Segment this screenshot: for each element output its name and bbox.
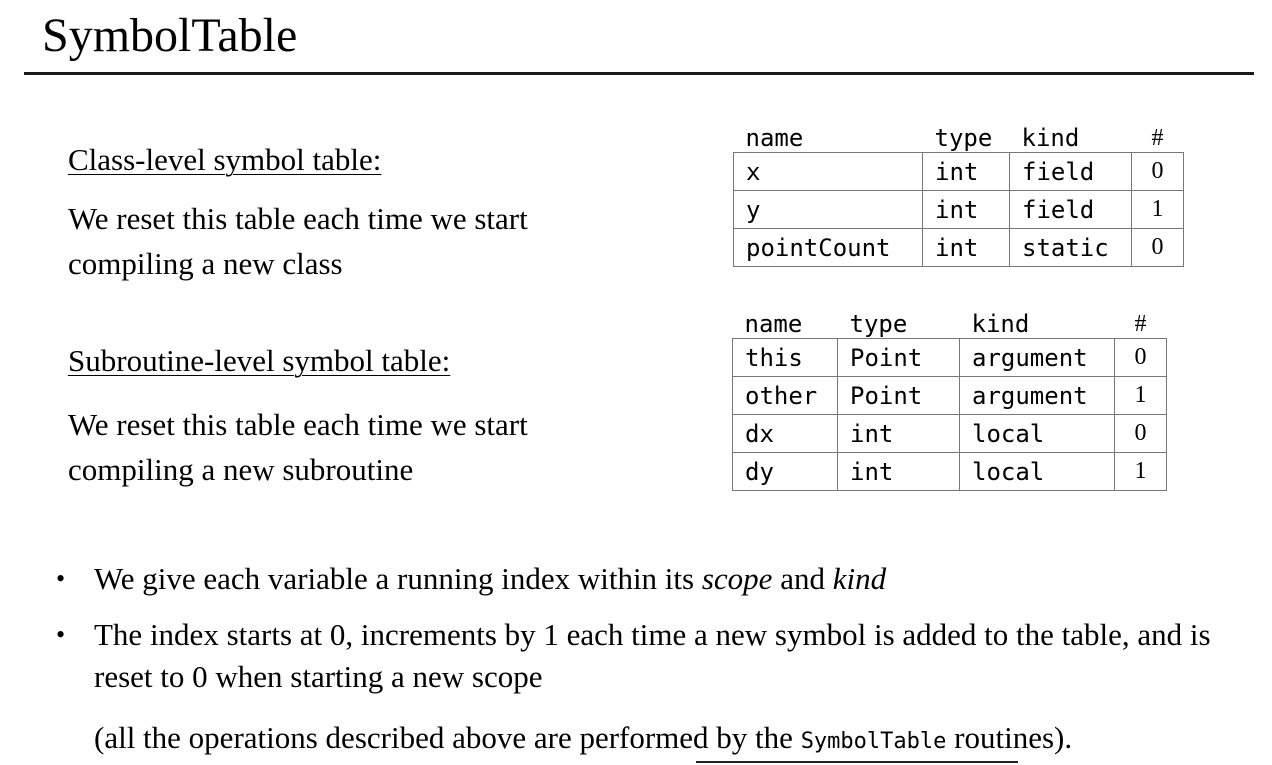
table-header-row: name type kind # bbox=[734, 118, 1184, 153]
cell-name: this bbox=[732, 338, 838, 377]
cell-kind: argument bbox=[959, 338, 1115, 377]
column-header-type: type bbox=[849, 310, 908, 338]
cell-name: dy bbox=[732, 452, 838, 491]
column-header-name: name bbox=[744, 310, 803, 338]
cell-kind: local bbox=[959, 452, 1115, 491]
column-header-index: # bbox=[1151, 125, 1164, 151]
operations-note: (all the operations described above are … bbox=[94, 717, 1072, 763]
table-row: pointCount int static 0 bbox=[733, 228, 1184, 267]
cell-kind: argument bbox=[959, 376, 1115, 415]
cell-kind: field bbox=[1009, 152, 1132, 191]
cell-name: x bbox=[733, 152, 923, 191]
cell-index: 1 bbox=[1114, 376, 1167, 415]
class-level-heading: Class-level symbol table: bbox=[68, 142, 382, 177]
table-header-row: name type kind # bbox=[733, 304, 1167, 339]
cell-name: y bbox=[733, 190, 923, 229]
cell-name: other bbox=[732, 376, 838, 415]
note-text-end: routines). bbox=[946, 720, 1073, 755]
bullet-item-index-reset: • The index starts at 0, increments by 1… bbox=[56, 614, 1236, 698]
subroutine-level-heading: Subroutine-level symbol table: bbox=[68, 343, 451, 378]
class-symbol-table: name type kind # x int field 0 y int fie… bbox=[733, 118, 1184, 267]
cell-index: 1 bbox=[1114, 452, 1167, 491]
table-row: y int field 1 bbox=[733, 190, 1184, 229]
bullet-list: • We give each variable a running index … bbox=[56, 558, 1236, 712]
bullet-dot-icon: • bbox=[56, 620, 66, 649]
emphasis-kind: kind bbox=[832, 561, 887, 596]
column-header-type: type bbox=[934, 124, 993, 152]
cell-type: int bbox=[837, 452, 960, 491]
cell-name: dx bbox=[732, 414, 838, 453]
cell-index: 0 bbox=[1114, 338, 1167, 377]
table-row: other Point argument 1 bbox=[732, 376, 1167, 415]
table-row: x int field 0 bbox=[733, 152, 1184, 191]
cell-index: 0 bbox=[1131, 152, 1184, 191]
bullet-item-running-index: • We give each variable a running index … bbox=[56, 558, 1236, 600]
note-text: (all the operations described above are … bbox=[94, 720, 801, 755]
cell-type: Point bbox=[837, 376, 960, 415]
cell-index: 1 bbox=[1131, 190, 1184, 229]
table-row: this Point argument 0 bbox=[732, 338, 1167, 377]
cell-type: int bbox=[922, 228, 1010, 267]
column-header-name: name bbox=[745, 124, 804, 152]
table-row: dx int local 0 bbox=[732, 414, 1167, 453]
bottom-divider bbox=[696, 761, 1018, 763]
column-header-kind: kind bbox=[1021, 124, 1080, 152]
table-row: dy int local 1 bbox=[732, 452, 1167, 491]
subroutine-level-description: We reset this table each time we start c… bbox=[68, 407, 528, 487]
subroutine-symbol-table: name type kind # this Point argument 0 o… bbox=[732, 304, 1167, 491]
cell-kind: static bbox=[1009, 228, 1132, 267]
cell-type: Point bbox=[837, 338, 960, 377]
title-divider bbox=[24, 72, 1254, 75]
emphasis-scope: scope bbox=[701, 561, 773, 596]
cell-type: int bbox=[837, 414, 960, 453]
cell-name: pointCount bbox=[733, 228, 923, 267]
cell-kind: local bbox=[959, 414, 1115, 453]
cell-type: int bbox=[922, 190, 1010, 229]
bullet-text-and: and bbox=[772, 561, 833, 596]
cell-index: 0 bbox=[1114, 414, 1167, 453]
cell-type: int bbox=[922, 152, 1010, 191]
column-header-index: # bbox=[1134, 311, 1147, 337]
note-code-symboltable: SymbolTable bbox=[800, 729, 947, 754]
cell-kind: field bbox=[1009, 190, 1132, 229]
bullet-dot-icon: • bbox=[56, 564, 66, 593]
bullet-text: The index starts at 0, increments by 1 e… bbox=[94, 617, 1211, 694]
bullet-text: We give each variable a running index wi… bbox=[94, 561, 702, 596]
page-title: SymbolTable bbox=[42, 9, 298, 62]
class-level-description: We reset this table each time we start c… bbox=[68, 201, 528, 281]
cell-index: 0 bbox=[1131, 228, 1184, 267]
column-header-kind: kind bbox=[971, 310, 1030, 338]
